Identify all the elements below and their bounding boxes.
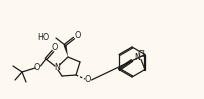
Text: O: O: [52, 42, 58, 51]
Text: O: O: [34, 62, 40, 71]
Text: N: N: [133, 52, 139, 61]
Text: Cl: Cl: [136, 50, 144, 59]
Text: O: O: [84, 76, 91, 85]
Text: O: O: [74, 31, 80, 40]
Text: N: N: [54, 62, 60, 71]
Polygon shape: [63, 45, 68, 57]
Text: HO: HO: [38, 32, 50, 41]
